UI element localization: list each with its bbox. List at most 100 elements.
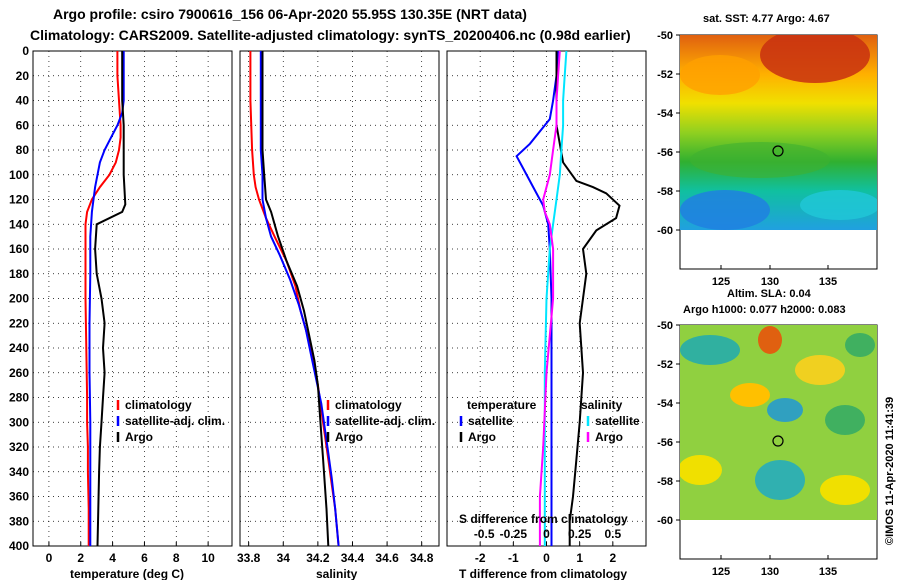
sst-orange-patch [680, 55, 760, 95]
depth-tick-label: 180 [9, 267, 29, 281]
argo-location-marker [772, 435, 784, 447]
legend-label-sat-temperature: satellite [468, 414, 513, 428]
series-line-argo-temperature [555, 51, 621, 546]
sst-map-title: sat. SST: 4.77 Argo: 4.67 [703, 13, 830, 25]
sla-patch [795, 355, 845, 385]
lat-tick-label: -56 [657, 437, 673, 449]
x-tick-label: 34.4 [341, 551, 365, 565]
x-tick-label: 34.2 [306, 551, 330, 565]
temperature-xlabel: temperature (deg C) [70, 567, 184, 580]
legend-label-argo: Argo [335, 430, 363, 444]
depth-tick-label: 120 [9, 193, 29, 207]
sla-patch [758, 326, 782, 354]
legend-label-argo-temperature: Argo [468, 430, 496, 444]
x-top-tick-label: 0.5 [604, 527, 621, 541]
series-line-argo-salinity [538, 50, 561, 546]
difference-xlabel: T difference from climatology [459, 567, 627, 580]
salinity-plot-frame [239, 50, 440, 547]
depth-tick-label: 400 [9, 539, 29, 553]
depth-tick-label: 80 [16, 143, 30, 157]
x-tick-labels: 0 2 4 6 8 10 33.8 34 34.2 34.4 34.6 34.8 -2 -1 0 1 2 -0.5… [46, 527, 622, 565]
lat-tick-label: -50 [657, 320, 673, 332]
lat-tick-label: -58 [657, 186, 673, 198]
depth-tick-label: 160 [9, 242, 29, 256]
sla-patch [680, 335, 740, 365]
lon-tick-label: 130 [761, 276, 779, 288]
figure-title-line2: Climatology: CARS2009. Satellite-adjuste… [30, 27, 631, 43]
sla-patch [680, 455, 722, 485]
depth-tick-label: 380 [9, 514, 29, 528]
legend-label-climatology: climatology [335, 398, 402, 412]
x-tick-label: 1 [576, 551, 583, 565]
sst-cool-patch [680, 190, 770, 230]
legend-header-temperature: temperature [467, 398, 537, 412]
legend-label-satellite: satellite-adj. clim. [335, 414, 435, 428]
sla-patch [845, 333, 875, 357]
depth-tick-label: 200 [9, 292, 29, 306]
lon-tick-label: 125 [712, 276, 730, 288]
sla-lat-axis: -50 -52 -54 -56 -58 -60 [657, 320, 680, 527]
imos-credit: ©IMOS 11-Apr-2020 11:41:39 [884, 397, 896, 545]
series-line-argo [94, 51, 127, 547]
x-tick-label: 34 [277, 551, 291, 565]
depth-tick-label: 40 [16, 94, 30, 108]
depth-tick-label: 100 [9, 168, 29, 182]
x-tick-label: 6 [141, 551, 148, 565]
depth-tick-label: 0 [22, 44, 29, 58]
lat-tick-label: -60 [657, 225, 673, 237]
x-tick-label: 2 [77, 551, 84, 565]
x-tick-label: 2 [609, 551, 616, 565]
sla-map-title-1: Altim. SLA: 0.04 [727, 288, 812, 300]
lon-tick-label: 135 [819, 566, 837, 578]
temperature-plot-frame [32, 50, 233, 547]
x-tick-label: 33.8 [237, 551, 261, 565]
lon-tick-label: 125 [712, 566, 730, 578]
sla-map: Altim. SLA: 0.04 Argo h1000: 0.077 h2000… [657, 288, 878, 578]
difference-legend: temperature salinity satellite Argo sate… [459, 398, 640, 444]
series-line-satellite-adj-clim- [88, 51, 125, 546]
temperature-panel [32, 50, 233, 547]
lat-tick-label: -54 [657, 108, 674, 120]
sla-patch [767, 398, 803, 422]
temperature-legend: climatology satellite-adj. clim. Argo [116, 398, 225, 444]
depth-tick-label: 340 [9, 465, 29, 479]
sst-lat-axis: -50 -52 -54 -56 -58 -60 [657, 30, 680, 237]
x-tick-label: -2 [475, 551, 486, 565]
x-tick-label: 0 [543, 551, 550, 565]
x-tick-label: -1 [508, 551, 519, 565]
legend-label-sat-salinity: satellite [595, 414, 640, 428]
depth-tick-label: 320 [9, 440, 29, 454]
x-tick-label: 34.6 [375, 551, 399, 565]
sla-patch [820, 475, 870, 505]
lat-tick-label: -52 [657, 359, 673, 371]
x-top-tick-label: 0 [543, 527, 550, 541]
x-top-tick-label: -0.25 [500, 527, 528, 541]
lat-tick-label: -52 [657, 69, 673, 81]
legend-label-satellite: satellite-adj. clim. [125, 414, 225, 428]
lat-tick-label: -54 [657, 398, 674, 410]
lat-tick-label: -58 [657, 476, 673, 488]
legend-label-argo-salinity: Argo [595, 430, 623, 444]
series-layer [84, 50, 621, 547]
x-tick-label: 10 [201, 551, 215, 565]
series-line-satellite-adj-clim- [259, 51, 340, 547]
depth-axis: 0 20 40 60 80 100 120 140 160 180 200 220 240 260 280 3… [9, 44, 29, 553]
depth-tick-label: 220 [9, 316, 29, 330]
lat-tick-label: -56 [657, 147, 673, 159]
x-tick-label: 8 [173, 551, 180, 565]
lon-tick-label: 130 [761, 566, 779, 578]
sst-map: sat. SST: 4.77 Argo: 4.67 -50-52-54-56-5… [657, 13, 878, 288]
sla-patch [730, 383, 770, 407]
argo-location-marker [772, 145, 784, 157]
salinity-legend: climatology satellite-adj. clim. Argo [326, 398, 435, 444]
series-line-climatology [84, 51, 122, 546]
x-top-tick-label: -0.5 [474, 527, 495, 541]
lat-tick-label: -50 [657, 30, 673, 42]
x-top-tick-label: 0.25 [568, 527, 592, 541]
legend-label-climatology: climatology [125, 398, 192, 412]
sla-lon-axis: 125 130 135 [712, 555, 837, 578]
depth-tick-label: 20 [16, 69, 30, 83]
depth-tick-label: 240 [9, 341, 29, 355]
depth-tick-label: 140 [9, 217, 29, 231]
